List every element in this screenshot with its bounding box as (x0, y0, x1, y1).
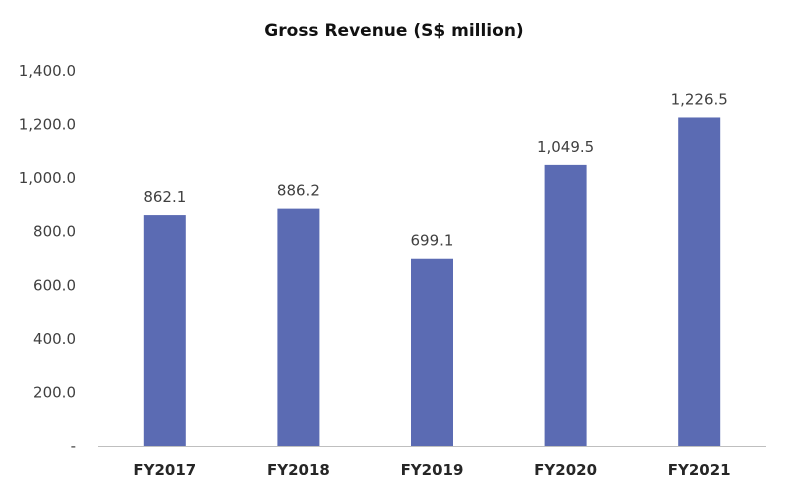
bar-fy2017 (143, 215, 186, 446)
x-tick-label-fy2020: FY2020 (534, 461, 597, 479)
data-label-fy2019: 699.1 (411, 232, 454, 250)
data-label-fy2021: 1,226.5 (671, 90, 728, 108)
y-tick-label: 800.0 (33, 223, 76, 241)
y-tick-label: 600.0 (33, 276, 76, 294)
data-labels: 862.1 886.2 699.1 1,049.5 1,226.5 (143, 90, 728, 249)
bar-fy2018 (277, 208, 320, 446)
x-axis-ticks: FY2017 FY2018 FY2019 FY2020 FY2021 (133, 461, 730, 479)
bar-fy2020 (544, 164, 587, 447)
y-tick-label: 1,200.0 (19, 116, 76, 134)
y-tick-label: 1,000.0 (19, 169, 76, 187)
data-label-fy2020: 1,049.5 (537, 138, 594, 156)
y-tick-label: 200.0 (33, 383, 76, 401)
data-label-fy2017: 862.1 (143, 188, 186, 206)
bars (143, 117, 721, 447)
data-label-fy2018: 886.2 (277, 182, 320, 200)
x-tick-label-fy2019: FY2019 (401, 461, 464, 479)
y-tick-label: 400.0 (33, 330, 76, 348)
x-tick-label-fy2018: FY2018 (267, 461, 330, 479)
bar-fy2019 (411, 258, 453, 446)
bar-fy2021 (678, 117, 721, 447)
x-tick-label-fy2017: FY2017 (133, 461, 196, 479)
x-tick-label-fy2021: FY2021 (668, 461, 731, 479)
y-tick-label: 1,400.0 (19, 62, 76, 80)
y-axis-ticks: - 200.0 400.0 600.0 800.0 1,000.0 1,200.0 1,400… (19, 62, 76, 455)
y-tick-label: - (71, 437, 76, 455)
chart-title: Gross Revenue (S$ million) (264, 21, 523, 41)
